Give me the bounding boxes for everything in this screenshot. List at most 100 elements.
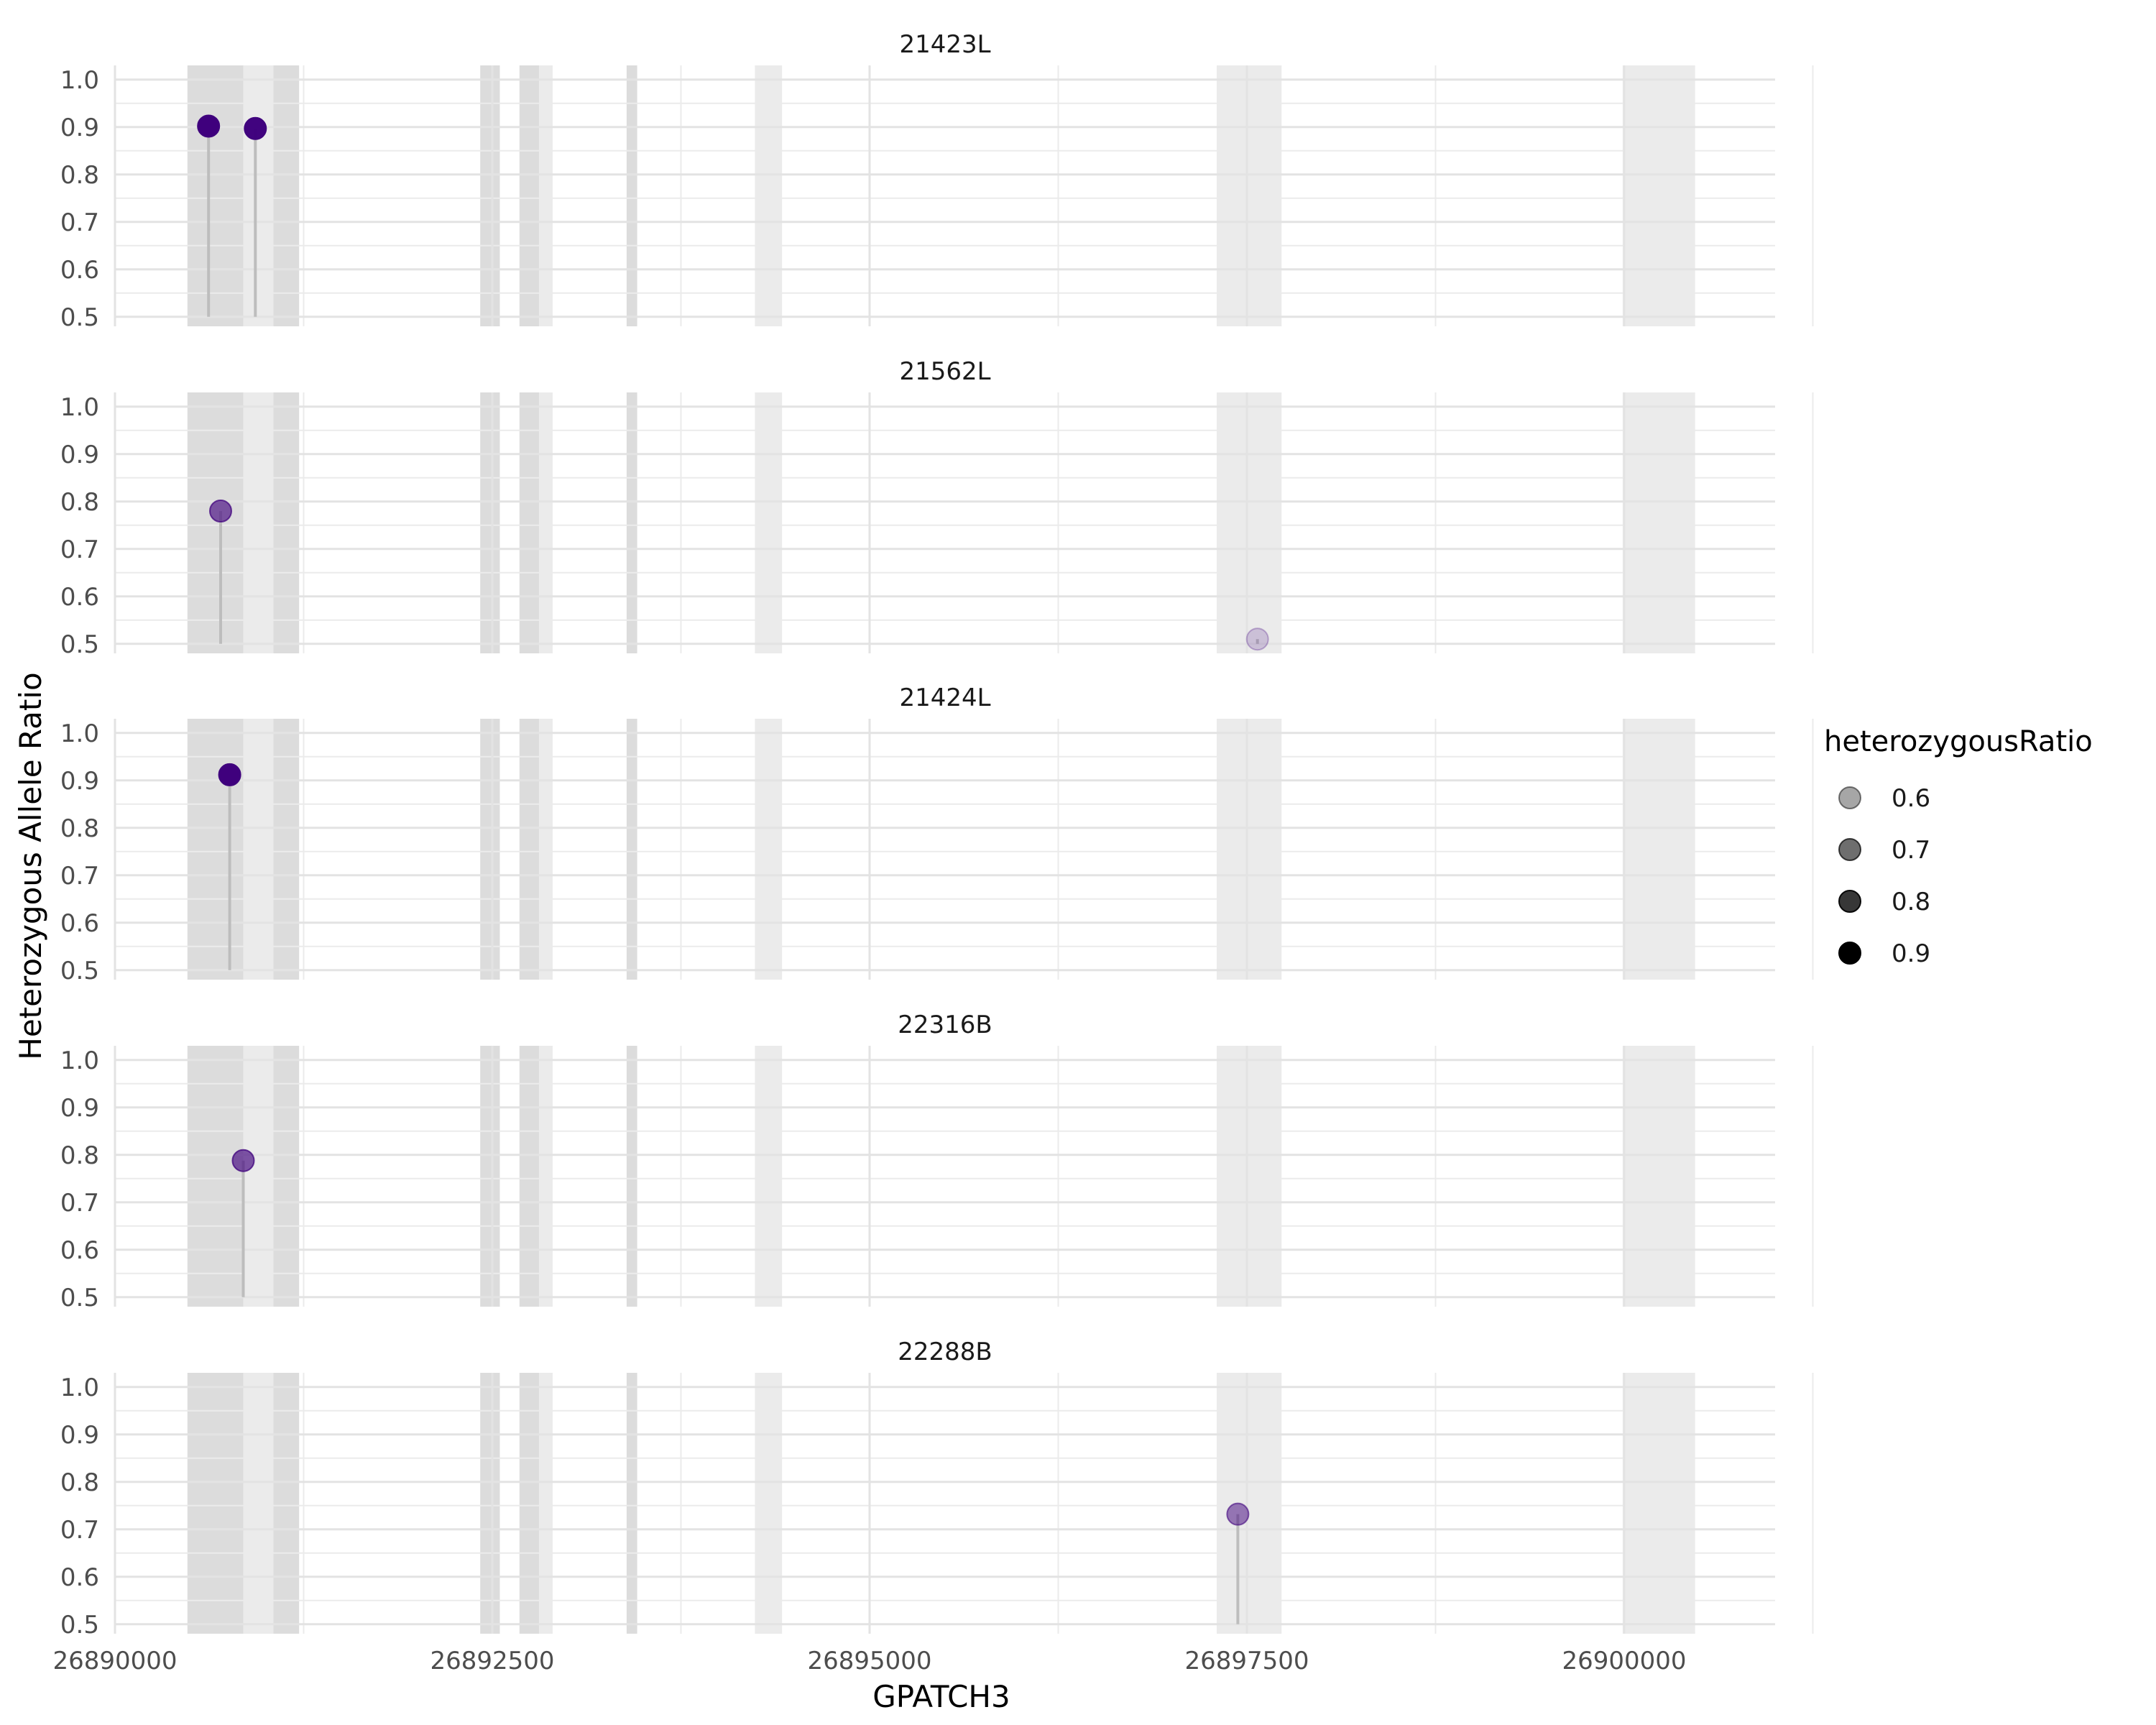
exon-region-2 [243, 392, 274, 653]
legend-key-0.8 [1838, 890, 1861, 913]
exon-region-8 [755, 1046, 783, 1307]
exon-region-7 [626, 392, 637, 653]
exon-region-8 [755, 65, 783, 326]
exon-region-8 [755, 719, 783, 980]
y-tick-label: 0.5 [60, 303, 99, 332]
facet-title: 22316B [898, 1011, 992, 1039]
exon-region-7 [626, 1373, 637, 1634]
exon-region-2 [243, 65, 274, 326]
legend-key-0.6 [1838, 786, 1861, 809]
y-tick-label: 0.8 [60, 161, 99, 190]
legend-label: 0.6 [1892, 784, 1930, 813]
y-tick-label: 0.5 [60, 1611, 99, 1639]
y-tick-label: 0.5 [60, 957, 99, 985]
exon-region-9 [1217, 719, 1282, 980]
y-tick-label: 0.7 [60, 1189, 99, 1218]
y-tick-label: 0.8 [60, 814, 99, 843]
facet-title: 21423L [899, 30, 990, 59]
facet-title: 21562L [899, 357, 990, 386]
x-tick-label: 26890000 [52, 1647, 177, 1675]
y-tick-label: 1.0 [60, 393, 99, 422]
exon-region-6 [539, 392, 553, 653]
exon-region-4 [480, 392, 500, 653]
exon-region-9 [1217, 65, 1282, 326]
y-tick-label: 0.8 [60, 1468, 99, 1497]
y-tick-label: 0.9 [60, 767, 99, 796]
data-point-21423L-1 [197, 114, 221, 138]
y-tick-label: 1.0 [60, 1374, 99, 1402]
legend-label: 0.9 [1892, 939, 1930, 968]
y-tick-label: 0.6 [60, 1563, 99, 1592]
data-point-22316B-1 [231, 1149, 255, 1172]
exon-region-6 [539, 1373, 553, 1634]
exon-region-3 [273, 65, 300, 326]
facet-title: 22288B [898, 1338, 992, 1366]
facet-title: 21424L [899, 684, 990, 712]
data-point-21424L-1 [218, 763, 241, 786]
exon-region-1 [187, 65, 244, 326]
exon-region-9 [1217, 1046, 1282, 1307]
y-tick-label: 0.7 [60, 535, 99, 564]
exon-region-7 [626, 719, 637, 980]
y-tick-label: 1.0 [60, 719, 99, 748]
facet-panel-22316B: 0.5 0.6 0.7 0.8 0.9 1.0 22316B [60, 1011, 1814, 1312]
exon-region-7 [626, 65, 637, 326]
y-tick-label: 0.9 [60, 1421, 99, 1450]
y-tick-label: 0.7 [60, 1516, 99, 1545]
x-axis-title: GPATCH3 [872, 1679, 1010, 1714]
exon-region-6 [539, 65, 553, 326]
facet-panel-22288B: 0.5 0.6 0.7 0.8 0.9 1.0 22288B [60, 1338, 1814, 1639]
y-tick-label: 0.9 [60, 441, 99, 469]
exon-region-7 [626, 1046, 637, 1307]
y-tick-label: 0.8 [60, 488, 99, 517]
legend-key-0.9 [1838, 942, 1861, 965]
y-tick-label: 0.7 [60, 862, 99, 891]
exon-region-1 [187, 1046, 244, 1307]
data-point-21562L-1 [209, 500, 232, 523]
exon-region-4 [480, 1373, 500, 1634]
x-tick-label: 26895000 [807, 1647, 931, 1675]
exon-region-2 [243, 719, 274, 980]
exon-region-1 [187, 1373, 244, 1634]
y-tick-label: 0.6 [60, 1236, 99, 1265]
y-tick-label: 0.7 [60, 208, 99, 237]
y-tick-label: 0.5 [60, 1284, 99, 1312]
exon-region-5 [519, 392, 540, 653]
y-tick-label: 1.0 [60, 1046, 99, 1075]
y-tick-label: 0.5 [60, 630, 99, 659]
y-tick-label: 0.6 [60, 583, 99, 612]
exon-region-5 [519, 1046, 540, 1307]
y-tick-label: 0.9 [60, 114, 99, 142]
exon-region-4 [480, 65, 500, 326]
exon-region-10 [1622, 1046, 1695, 1307]
exon-region-4 [480, 1046, 500, 1307]
legend-title: heterozygousRatio [1824, 725, 2093, 758]
exon-region-5 [519, 1373, 540, 1634]
exon-region-3 [273, 719, 300, 980]
legend-label: 0.8 [1892, 888, 1930, 916]
exon-region-5 [519, 719, 540, 980]
exon-region-3 [273, 1046, 300, 1307]
exon-region-9 [1217, 1373, 1282, 1634]
y-tick-label: 1.0 [60, 66, 99, 95]
facet-panel-21562L: 0.5 0.6 0.7 0.8 0.9 1.0 21562L [60, 357, 1814, 659]
exon-region-6 [539, 719, 553, 980]
exon-region-3 [273, 392, 300, 653]
exon-region-3 [273, 1373, 300, 1634]
exon-region-10 [1622, 1373, 1695, 1634]
exon-region-6 [539, 1046, 553, 1307]
exon-region-1 [187, 392, 244, 653]
data-point-21562L-2 [1245, 627, 1269, 651]
exon-region-4 [480, 719, 500, 980]
exon-region-2 [243, 1373, 274, 1634]
exon-region-5 [519, 65, 540, 326]
data-point-22288B-1 [1226, 1502, 1250, 1526]
exon-region-10 [1622, 392, 1695, 653]
x-tick-label: 26892500 [430, 1647, 554, 1675]
y-tick-label: 0.9 [60, 1094, 99, 1123]
data-point-21423L-2 [244, 116, 267, 140]
y-tick-label: 0.6 [60, 909, 99, 938]
y-tick-label: 0.8 [60, 1141, 99, 1170]
x-tick-label: 26900000 [1562, 1647, 1686, 1675]
